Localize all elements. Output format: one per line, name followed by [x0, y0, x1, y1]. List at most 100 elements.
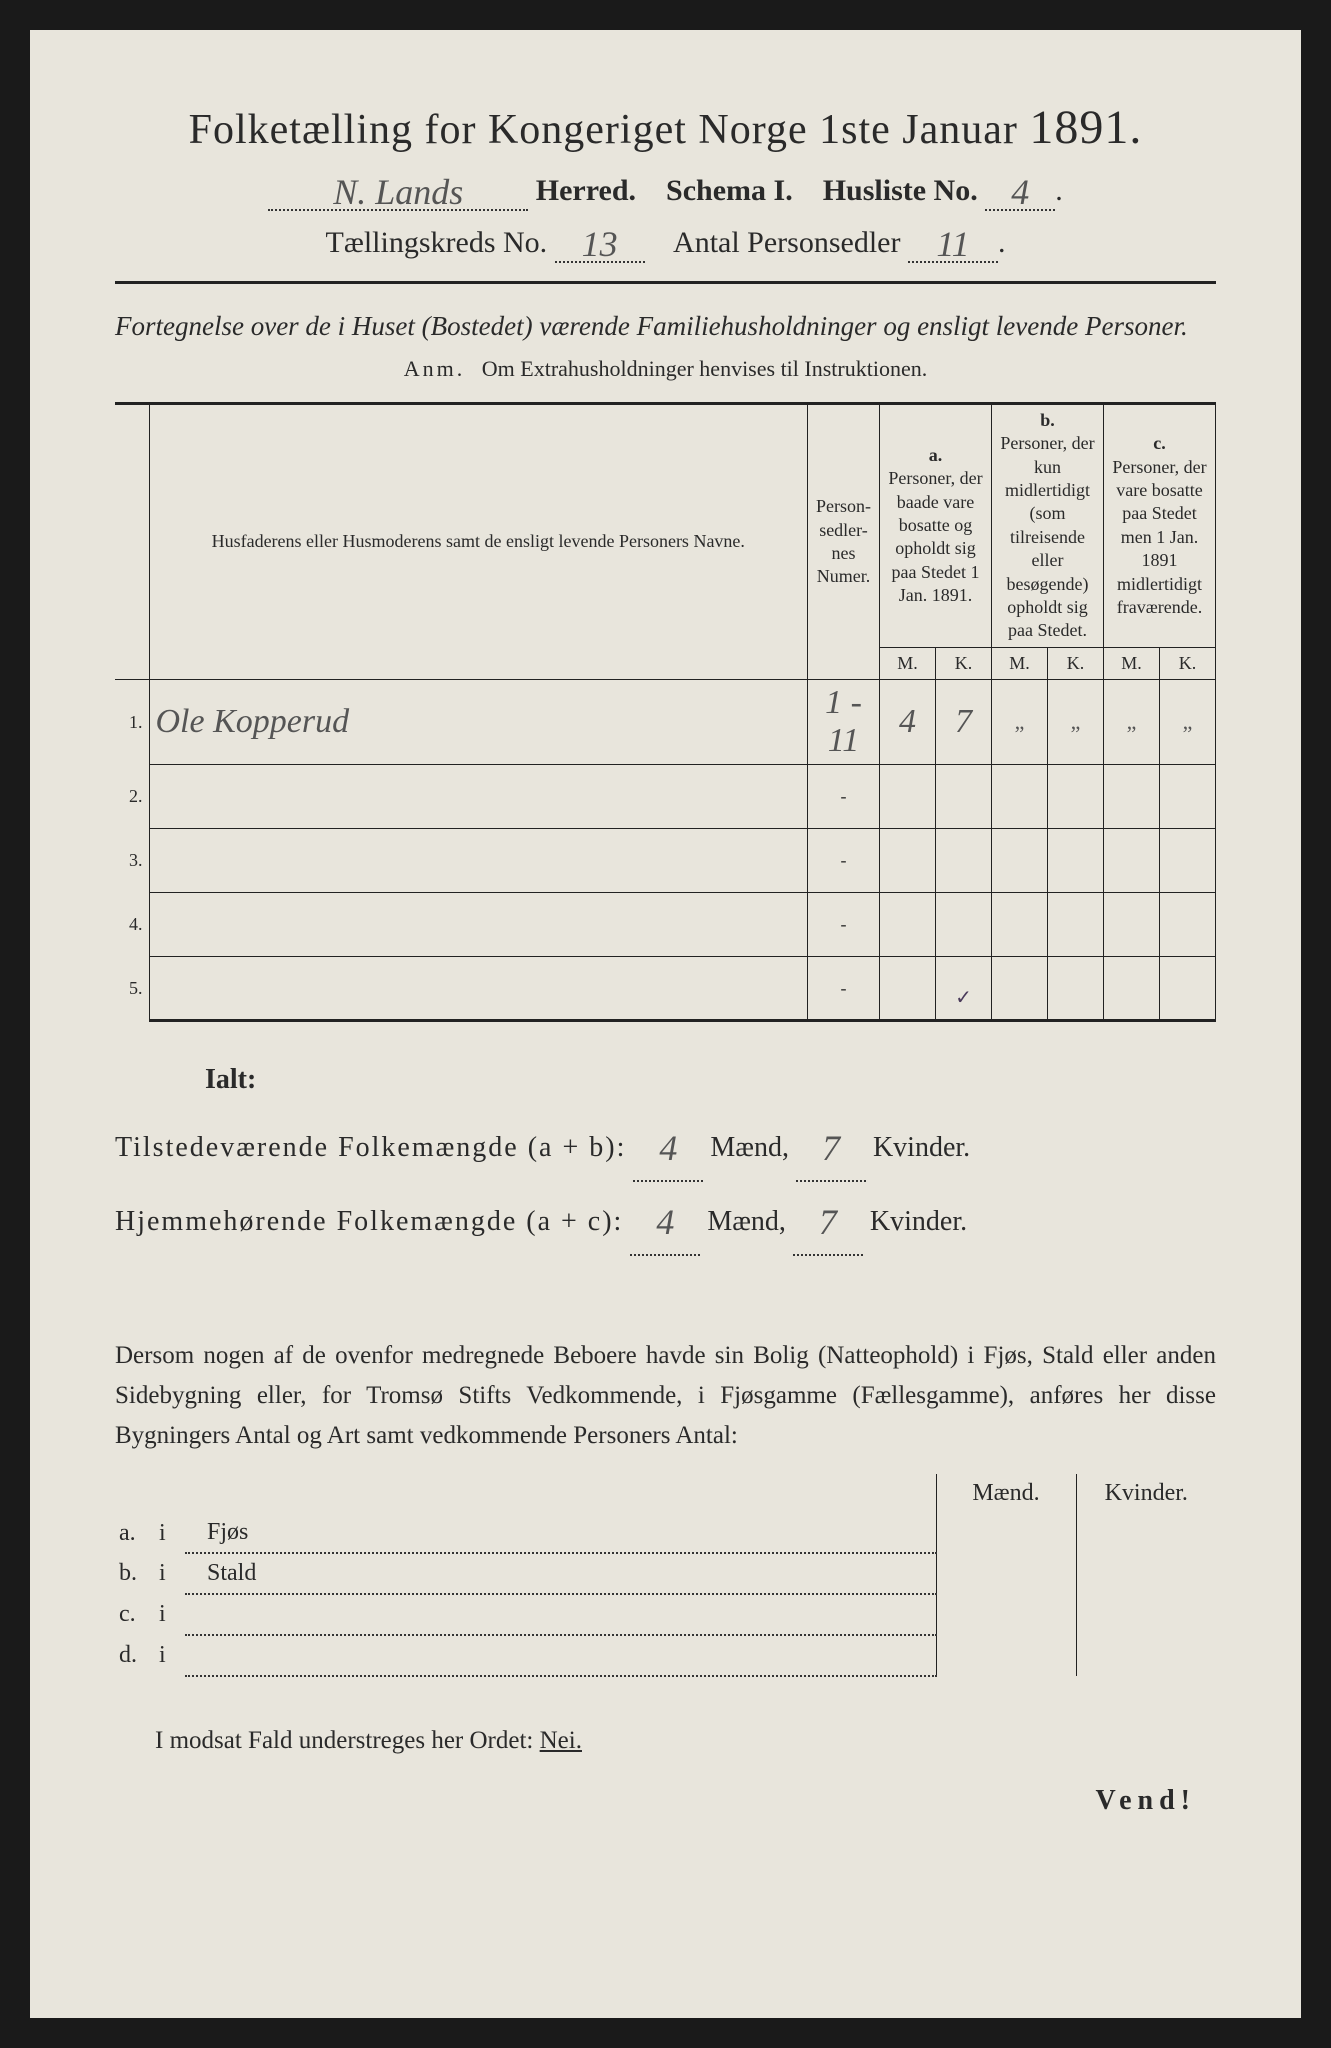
- c-k-value: „: [1183, 709, 1193, 734]
- b-k-cell: [1048, 829, 1104, 893]
- col-a-text: Personer, der baade vare bosatte og opho…: [886, 467, 985, 607]
- col-c-k: K.: [1160, 647, 1216, 679]
- col-b-m: M.: [992, 647, 1048, 679]
- sub-key: d.: [115, 1635, 155, 1676]
- a-k-cell: ✓: [936, 957, 992, 1021]
- c-m-cell: „: [1104, 680, 1160, 765]
- kreds-label: Tællingskreds No.: [326, 226, 548, 259]
- antal-label: Antal Personsedler: [673, 226, 900, 259]
- husliste-value: 4: [1011, 172, 1029, 212]
- vend-label: Vend!: [115, 1785, 1216, 1817]
- sub-label: Fjøs: [185, 1513, 936, 1553]
- totals-line1-label: Tilstedeværende Folkemængde (a + b):: [115, 1132, 626, 1163]
- a-m-cell: [880, 765, 936, 829]
- header-row-1: N. Lands Herred. Schema I. Husliste No. …: [115, 167, 1216, 211]
- name-cell: [149, 957, 808, 1021]
- c-m-cell: [1104, 765, 1160, 829]
- header-row-2: Tællingskreds No. 13 Antal Personsedler …: [115, 219, 1216, 263]
- col-a-letter: a.: [886, 444, 985, 467]
- b-m-cell: „: [992, 680, 1048, 765]
- sub-maend-cell: [936, 1635, 1076, 1676]
- numer-value: 1 - 11: [825, 684, 862, 759]
- table-row: 2.-: [115, 765, 1216, 829]
- b-m-cell: [992, 829, 1048, 893]
- totals-line1-k: 7: [822, 1128, 840, 1168]
- sub-kvinder-cell: [1076, 1635, 1216, 1676]
- totals-line2-m-field: 4: [630, 1182, 700, 1256]
- sub-i: i: [155, 1635, 185, 1676]
- herred-value: N. Lands: [333, 172, 463, 212]
- title-year: 1891.: [1029, 101, 1142, 154]
- numer-cell: 1 - 11: [808, 680, 880, 765]
- col-a: a. Personer, der baade vare bosatte og o…: [880, 403, 992, 647]
- sub-kvinder-cell: [1076, 1513, 1216, 1553]
- col-name: Husfaderens eller Husmoderens samt de en…: [149, 403, 808, 679]
- paragraph-text: Dersom nogen af de ovenfor medregnede Be…: [115, 1336, 1216, 1456]
- kvinder-label-1: Kvinder.: [873, 1132, 970, 1163]
- totals-line-1: Tilstedeværende Folkemængde (a + b): 4 M…: [115, 1108, 1216, 1182]
- sub-key: c.: [115, 1594, 155, 1635]
- a-m-cell: [880, 893, 936, 957]
- c-m-cell: [1104, 893, 1160, 957]
- herred-label: Herred.: [536, 174, 636, 207]
- nei-line: I modsat Fald understreges her Ordet: Ne…: [115, 1727, 1216, 1755]
- b-m-cell: [992, 957, 1048, 1021]
- b-k-cell: [1048, 957, 1104, 1021]
- table-row: 4.-: [115, 893, 1216, 957]
- sub-key: a.: [115, 1513, 155, 1553]
- numer-cell: -: [808, 893, 880, 957]
- name-cell: [149, 893, 808, 957]
- col-b: b. Personer, der kun midlertidigt (som t…: [992, 403, 1104, 647]
- divider-1: [115, 281, 1216, 284]
- c-k-cell: [1160, 957, 1216, 1021]
- c-k-cell: [1160, 829, 1216, 893]
- sub-label: [185, 1635, 936, 1676]
- col-a-k: K.: [936, 647, 992, 679]
- row-number: 5.: [115, 957, 149, 1021]
- sub-key: b.: [115, 1553, 155, 1594]
- a-k-cell: [936, 893, 992, 957]
- anm-label: Anm.: [404, 356, 466, 381]
- sub-row: a.i Fjøs: [115, 1513, 1216, 1553]
- col-b-letter: b.: [998, 409, 1097, 432]
- sub-i: i: [155, 1553, 185, 1594]
- b-m-value: „: [1015, 709, 1025, 734]
- a-m-cell: 4: [880, 680, 936, 765]
- nei-prefix: I modsat Fald understreges her Ordet:: [155, 1727, 533, 1754]
- c-m-cell: [1104, 957, 1160, 1021]
- totals-line1-k-field: 7: [796, 1108, 866, 1182]
- a-k-cell: [936, 765, 992, 829]
- numer-value: -: [841, 786, 847, 806]
- sub-row: c.i: [115, 1594, 1216, 1635]
- col-c-letter: c.: [1110, 432, 1209, 455]
- col-c-m: M.: [1104, 647, 1160, 679]
- numer-cell: -: [808, 765, 880, 829]
- table-head: Husfaderens eller Husmoderens samt de en…: [115, 403, 1216, 679]
- a-k-cell: [936, 829, 992, 893]
- title-prefix: Folketælling for Kongeriget Norge 1ste J…: [189, 107, 1018, 153]
- col-numer: Person- sedler- nes Numer.: [808, 403, 880, 679]
- totals-line2-m: 4: [656, 1202, 674, 1242]
- name-value: Ole Kopperud: [156, 703, 350, 740]
- table-body: 1.Ole Kopperud1 - 1147„„„„2.-3.-4.-5.-✓: [115, 680, 1216, 1021]
- nei-word: Nei.: [540, 1727, 582, 1754]
- main-title: Folketælling for Kongeriget Norge 1ste J…: [115, 100, 1216, 155]
- totals-line2-k: 7: [819, 1202, 837, 1242]
- c-k-cell: [1160, 765, 1216, 829]
- a-m-cell: [880, 957, 936, 1021]
- table-row: 1.Ole Kopperud1 - 1147„„„„: [115, 680, 1216, 765]
- totals-line1-m: 4: [659, 1128, 677, 1168]
- antal-field: 11: [908, 219, 998, 263]
- sub-label: Stald: [185, 1553, 936, 1594]
- document-page: Folketælling for Kongeriget Norge 1ste J…: [0, 0, 1331, 2048]
- anm-line: Anm. Om Extrahusholdninger henvises til …: [115, 356, 1216, 382]
- row-number: 3.: [115, 829, 149, 893]
- description-text: Fortegnelse over de i Huset (Bostedet) v…: [115, 308, 1216, 346]
- a-m-value: 4: [899, 703, 916, 740]
- name-cell: Ole Kopperud: [149, 680, 808, 765]
- numer-value: -: [841, 978, 847, 998]
- b-m-cell: [992, 893, 1048, 957]
- a-k-value: 7: [955, 703, 972, 740]
- main-table: Husfaderens eller Husmoderens samt de en…: [115, 402, 1216, 1022]
- sub-kvinder-cell: [1076, 1553, 1216, 1594]
